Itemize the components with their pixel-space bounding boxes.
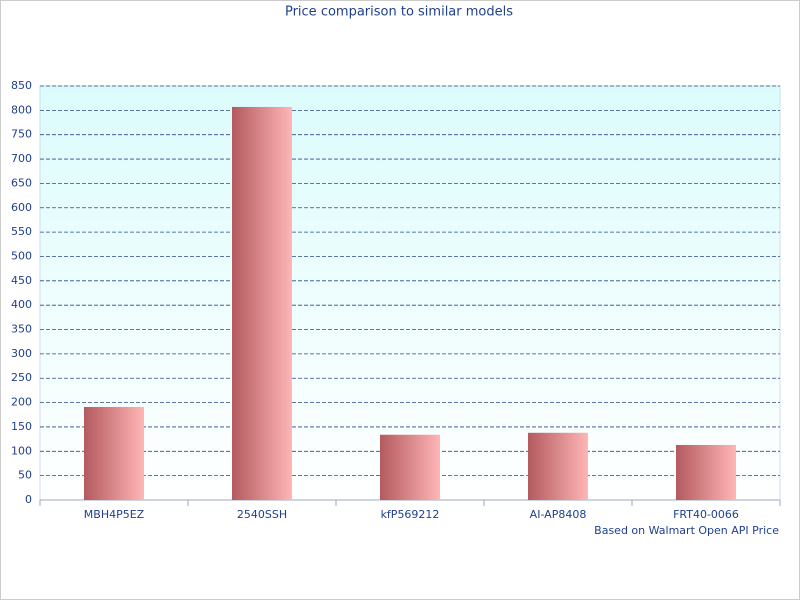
y-tick-label: 750 <box>11 128 32 141</box>
x-tick-label: FRT40-0066 <box>673 508 739 521</box>
y-tick-label: 50 <box>18 469 32 482</box>
bar <box>380 434 440 500</box>
x-tick-label: kfP569212 <box>381 508 440 521</box>
y-tick-label: 250 <box>11 371 32 384</box>
x-tick-label: MBH4P5EZ <box>84 508 145 521</box>
y-tick-label: 800 <box>11 103 32 116</box>
y-tick-label: 500 <box>11 249 32 262</box>
y-tick-label: 650 <box>11 176 32 189</box>
y-tick-label: 450 <box>11 274 32 287</box>
x-tick-label: 2540SSH <box>237 508 287 521</box>
annotation: Based on Walmart Open API Price <box>594 524 779 537</box>
chart-title: Price comparison to similar models <box>285 5 513 20</box>
y-tick-label: 200 <box>11 396 32 409</box>
y-tick-label: 700 <box>11 152 32 165</box>
plot-area <box>39 85 781 501</box>
y-tick-label: 400 <box>11 298 32 311</box>
y-tick-label: 100 <box>11 444 32 457</box>
y-tick-label: 550 <box>11 225 32 238</box>
bar <box>528 432 588 500</box>
bar <box>676 444 736 500</box>
y-tick-label: 0 <box>25 493 32 506</box>
bar <box>232 106 292 500</box>
y-tick-label: 600 <box>11 201 32 214</box>
y-tick-label: 850 <box>11 79 32 92</box>
y-tick-label: 150 <box>11 420 32 433</box>
bar <box>84 406 144 500</box>
y-tick-label: 350 <box>11 323 32 336</box>
y-tick-label: 300 <box>11 347 32 360</box>
x-tick-label: AI-AP8408 <box>530 508 587 521</box>
